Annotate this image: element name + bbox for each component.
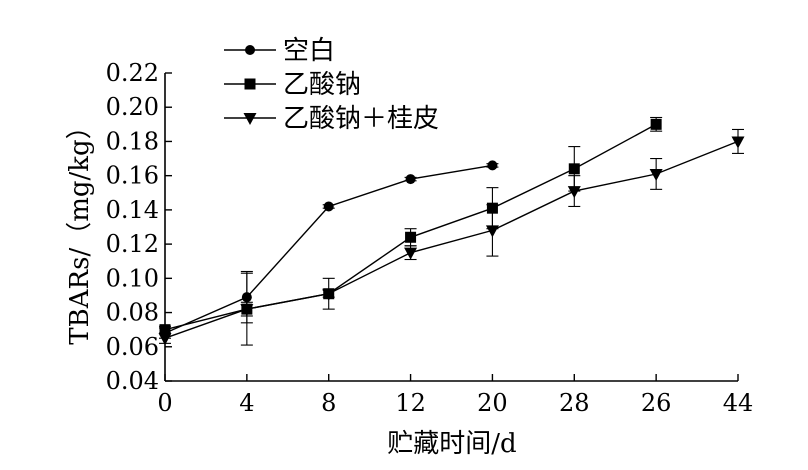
y-tick-label: 0.06 xyxy=(106,333,159,361)
legend-label: 乙酸钠＋桂皮 xyxy=(283,104,439,134)
y-tick-label: 0.12 xyxy=(106,230,159,258)
y-tick-label: 0.20 xyxy=(106,93,159,121)
legend-marker xyxy=(244,78,256,90)
legend-label: 乙酸钠 xyxy=(283,70,361,100)
x-tick-label: 8 xyxy=(321,389,336,417)
ticks: 0.04 0.06 0.08 0.10 0.12 0.14 0.16 0.18 0.20 0.22… xyxy=(106,59,754,417)
legend-item: 空白 xyxy=(224,36,335,66)
x-tick-label: 26 xyxy=(641,389,672,417)
series-2 xyxy=(159,116,663,346)
x-tick-label: 28 xyxy=(559,389,590,417)
x-tick-label: 12 xyxy=(395,389,426,417)
x-tick-label: 0 xyxy=(157,389,172,417)
data-point xyxy=(159,324,171,336)
legend-marker xyxy=(243,113,257,125)
series-1 xyxy=(159,160,499,339)
y-tick-label: 0.14 xyxy=(106,196,159,224)
series-line xyxy=(164,140,739,339)
series-layer xyxy=(158,116,745,346)
legend-label: 空白 xyxy=(283,36,335,66)
data-point xyxy=(567,186,581,199)
legend-item: 乙酸钠 xyxy=(224,70,361,100)
data-point xyxy=(405,231,417,243)
y-tick-label: 0.10 xyxy=(106,264,159,292)
y-tick-label: 0.16 xyxy=(106,162,159,190)
data-point xyxy=(485,225,499,238)
data-point xyxy=(568,163,580,175)
x-tick-label: 20 xyxy=(477,389,508,417)
x-axis-title: 贮藏时间/d xyxy=(387,429,516,459)
data-point xyxy=(240,304,254,317)
data-point xyxy=(404,247,418,260)
legend-marker xyxy=(245,45,255,55)
legend-item: 乙酸钠＋桂皮 xyxy=(224,104,439,134)
data-point xyxy=(731,136,745,149)
data-point xyxy=(487,160,498,171)
data-point xyxy=(405,174,416,185)
x-tick-label: 4 xyxy=(239,389,254,417)
data-point xyxy=(322,288,336,301)
y-tick-label: 0.04 xyxy=(106,367,159,395)
data-point xyxy=(649,168,663,181)
data-point xyxy=(650,118,662,130)
data-point xyxy=(158,333,172,346)
series-3 xyxy=(158,128,745,346)
y-tick-label: 0.18 xyxy=(106,127,159,155)
series-line xyxy=(164,123,657,331)
y-tick-label: 0.08 xyxy=(106,299,159,327)
y-axis-title: TBARs/（mg/kg） xyxy=(65,113,95,344)
y-tick-label: 0.22 xyxy=(106,59,159,87)
x-tick-label: 44 xyxy=(723,389,754,417)
data-point xyxy=(323,201,334,212)
